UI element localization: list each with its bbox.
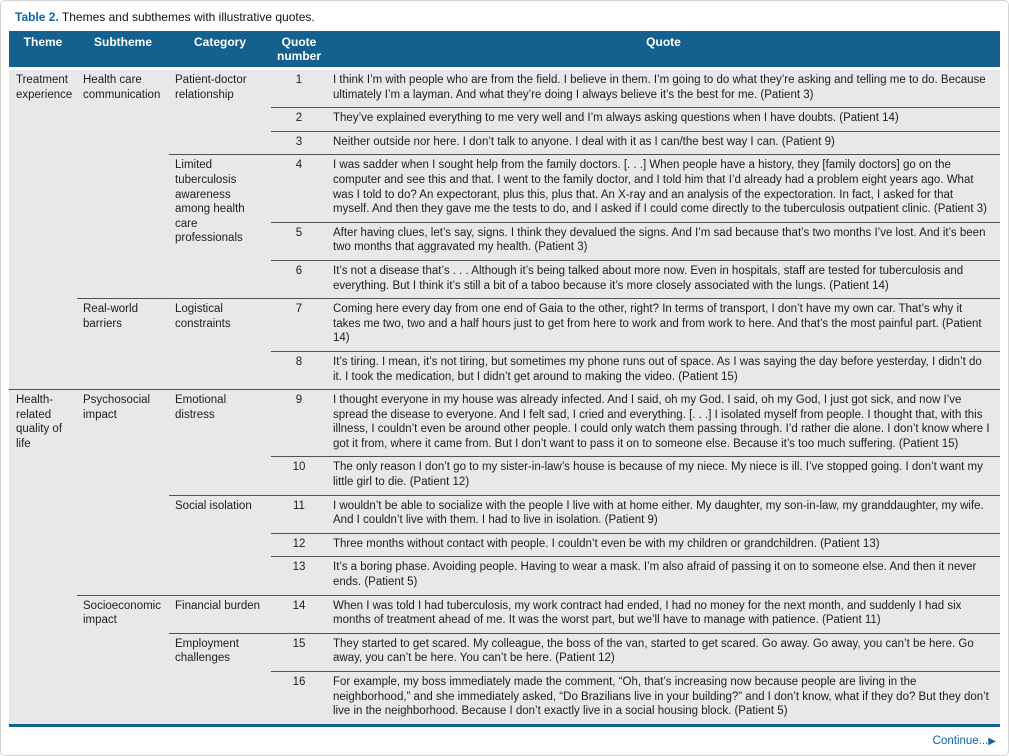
table-row: 10 The only reason I don’t go to my sist… (9, 456, 1000, 496)
table-row: 12 Three months without contact with peo… (9, 532, 1000, 557)
quote-number-cell: 7 (271, 298, 327, 352)
column-header-category: Category (169, 31, 271, 70)
quote-cell: Neither outside nor here. I don’t talk t… (327, 130, 1000, 155)
table-caption-label: Table 2. (15, 10, 59, 24)
quote-number-cell: 2 (271, 107, 327, 132)
quote-number-cell: 16 (271, 670, 327, 724)
table-row: Treatment experience Health care communi… (9, 69, 1000, 108)
table-caption: Table 2. Themes and subthemes with illus… (15, 10, 1000, 25)
quote-number-cell: 10 (271, 456, 327, 496)
quote-cell: I thought everyone in my house was alrea… (327, 389, 1000, 457)
theme-cell: Health-related quality of life (9, 389, 77, 724)
quote-cell: The only reason I don’t go to my sister-… (327, 456, 1000, 496)
table-row: 2 They’ve explained everything to me ver… (9, 107, 1000, 132)
column-header-quote: Quote (327, 31, 1000, 70)
quote-number-cell: 13 (271, 556, 327, 596)
quote-number-cell: 1 (295, 74, 303, 86)
category-cell: Patient-doctor relationship (175, 74, 247, 101)
quote-cell: It’s tiring. I mean, it’s not tiring, bu… (327, 350, 1000, 390)
table-row: 6 It’s not a disease that’s . . . Althou… (9, 259, 1000, 299)
quote-number-cell: 6 (271, 259, 327, 299)
column-header-theme: Theme (9, 31, 77, 70)
quote-cell: They started to get scared. My colleague… (327, 632, 1000, 672)
quote-number-cell: 15 (271, 632, 327, 672)
table-caption-text: Themes and subthemes with illustrative q… (58, 10, 315, 24)
table-footer: Continue...▶ (9, 727, 1000, 749)
quote-cell: It’s not a disease that’s . . . Although… (327, 259, 1000, 299)
theme-cell: Treatment experience (16, 74, 73, 101)
quote-cell: When I was told I had tuberculosis, my w… (327, 594, 1000, 634)
column-header-subtheme: Subtheme (77, 31, 169, 70)
table-row: Social isolation 11 I wouldn’t be able t… (9, 494, 1000, 596)
quote-number-cell: 5 (271, 221, 327, 261)
table-row: Health-related quality of life Psychosoc… (9, 389, 1000, 724)
column-header-quote-number: Quote number (271, 31, 327, 70)
quote-number-cell: 4 (271, 154, 327, 223)
table-row: Socioeconomic impact Financial burden 14… (9, 594, 1000, 724)
table-row: Real-world barriers Logistical constrain… (9, 298, 1000, 390)
quote-cell: For example, my boss immediately made th… (327, 670, 1000, 724)
quote-cell: I wouldn’t be able to socialize with the… (327, 494, 1000, 534)
quote-cell: They’ve explained everything to me very … (327, 107, 1000, 132)
quote-number-cell: 8 (271, 350, 327, 390)
category-cell: Financial burden (169, 594, 271, 634)
header-row: Theme Subtheme Category Quote number Quo… (9, 31, 1000, 70)
quote-cell: Coming here every day from one end of Ga… (327, 298, 1000, 352)
quote-cell: It’s a boring phase. Avoiding people. Ha… (327, 556, 1000, 596)
continue-link[interactable]: Continue...▶ (933, 735, 996, 747)
quote-cell: I was sadder when I sought help from the… (327, 154, 1000, 223)
category-cell: Logistical constraints (169, 298, 271, 390)
category-cell: Employment challenges (169, 632, 271, 724)
continue-link-label: Continue... (932, 734, 989, 747)
category-cell: Limited tuberculosis awareness among hea… (169, 154, 271, 299)
table-row: 5 After having clues, let’s say, signs. … (9, 221, 1000, 261)
quote-cell: Three months without contact with people… (327, 532, 1000, 557)
quote-number-cell: 11 (271, 494, 327, 534)
themes-subthemes-table: Theme Subtheme Category Quote number Quo… (9, 31, 1000, 724)
quote-number-cell: 3 (271, 130, 327, 155)
quote-cell: I think I’m with people who are from the… (333, 74, 986, 101)
table-row: 13 It’s a boring phase. Avoiding people.… (9, 556, 1000, 596)
quote-number-cell: 9 (271, 389, 327, 457)
table-row: 8 It’s tiring. I mean, it’s not tiring, … (9, 350, 1000, 390)
category-cell: Social isolation (169, 494, 271, 596)
table-row: Limited tuberculosis awareness among hea… (9, 154, 1000, 299)
subtheme-cell: Socioeconomic impact (77, 594, 169, 724)
continue-arrow-icon: ▶ (988, 735, 996, 747)
category-cell: Emotional distress (169, 389, 271, 496)
quote-number-cell: 14 (271, 594, 327, 634)
subtheme-cell: Real-world barriers (77, 298, 169, 390)
subtheme-cell: Psychosocial impact (77, 389, 169, 596)
table-row: 3 Neither outside nor here. I don’t talk… (9, 130, 1000, 155)
quote-number-cell: 12 (271, 532, 327, 557)
quote-cell: After having clues, let’s say, signs. I … (327, 221, 1000, 261)
subtheme-cell: Health care communication (83, 74, 161, 101)
